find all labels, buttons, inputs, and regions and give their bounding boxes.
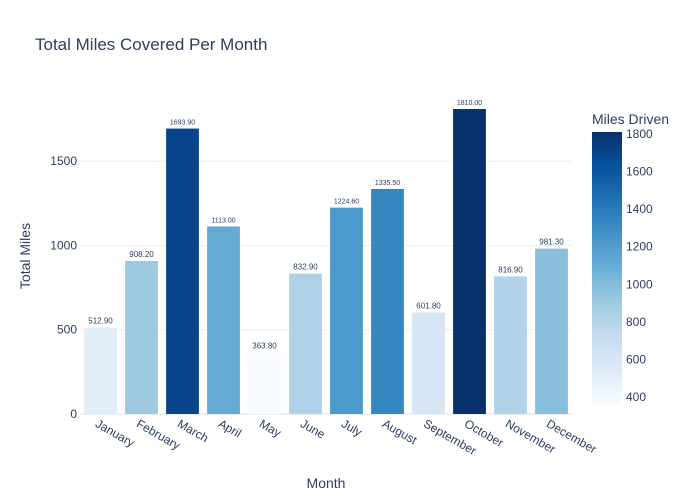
y-axis-ticks: 0 500 1000 1500 — [50, 154, 77, 421]
x-tick-label: January — [93, 416, 137, 449]
colorbar-tick-label: 1000 — [626, 277, 653, 291]
x-tick-label: April — [216, 416, 244, 440]
data-label: 1335.50 — [375, 180, 400, 187]
y-tick-label: 500 — [57, 323, 77, 337]
chart-title: Total Miles Covered Per Month — [35, 35, 267, 54]
bar — [207, 226, 240, 414]
colorbar-tick-label: 400 — [626, 390, 646, 404]
data-label: 816.90 — [498, 265, 523, 274]
colorbar-tick-label: 1200 — [626, 240, 653, 254]
colorbar-tick-label: 800 — [626, 315, 646, 329]
bar — [125, 260, 158, 414]
bar — [84, 327, 117, 414]
colorbar-ticks: 400 600 800 1000 1200 1400 1600 1800 — [626, 127, 653, 404]
bar — [535, 248, 568, 414]
colorbar-tick-label: 1400 — [626, 202, 653, 216]
data-label: 908.20 — [129, 250, 154, 259]
x-tick-label: June — [298, 416, 328, 441]
y-gridlines — [80, 160, 572, 415]
y-tick-label: 1500 — [50, 154, 77, 168]
data-label: 832.90 — [293, 263, 318, 272]
bar — [453, 109, 486, 414]
bar — [289, 273, 322, 414]
bar — [412, 312, 445, 414]
y-axis-title: Total Miles — [17, 223, 33, 289]
colorbar-tick-label: 1800 — [626, 127, 653, 141]
data-label: 981.30 — [539, 238, 564, 247]
bar — [248, 352, 281, 414]
y-tick-label: 0 — [70, 407, 77, 421]
bar — [494, 276, 527, 414]
data-label: 1810.00 — [457, 100, 482, 107]
data-label: 363.80 — [252, 342, 277, 351]
data-label: 1224.60 — [334, 199, 359, 206]
y-tick-label: 1000 — [50, 238, 77, 252]
data-label: 1113.00 — [211, 217, 235, 224]
bar — [371, 188, 404, 414]
data-label: 512.90 — [88, 317, 113, 326]
x-tick-label: February — [134, 416, 183, 452]
data-labels: 512.90 908.20 1693.90 1113.00 363.80 832.90 12… — [88, 100, 564, 351]
bar — [330, 207, 363, 414]
data-label: 601.80 — [416, 302, 441, 311]
colorbar: Miles Driven 400 600 800 1000 1200 1400 1600 18… — [592, 111, 669, 404]
colorbar-title: Miles Driven — [592, 111, 669, 127]
x-tick-label: May — [257, 416, 284, 439]
colorbar-gradient — [592, 132, 622, 404]
colorbar-tick-label: 600 — [626, 353, 646, 367]
x-axis-title: Month — [307, 475, 346, 491]
colorbar-tick-label: 1600 — [626, 164, 653, 178]
bars — [84, 109, 568, 415]
data-label: 1693.90 — [170, 120, 195, 127]
x-tick-label: August — [380, 416, 420, 447]
bar — [166, 128, 199, 415]
x-tick-label: July — [339, 416, 364, 439]
